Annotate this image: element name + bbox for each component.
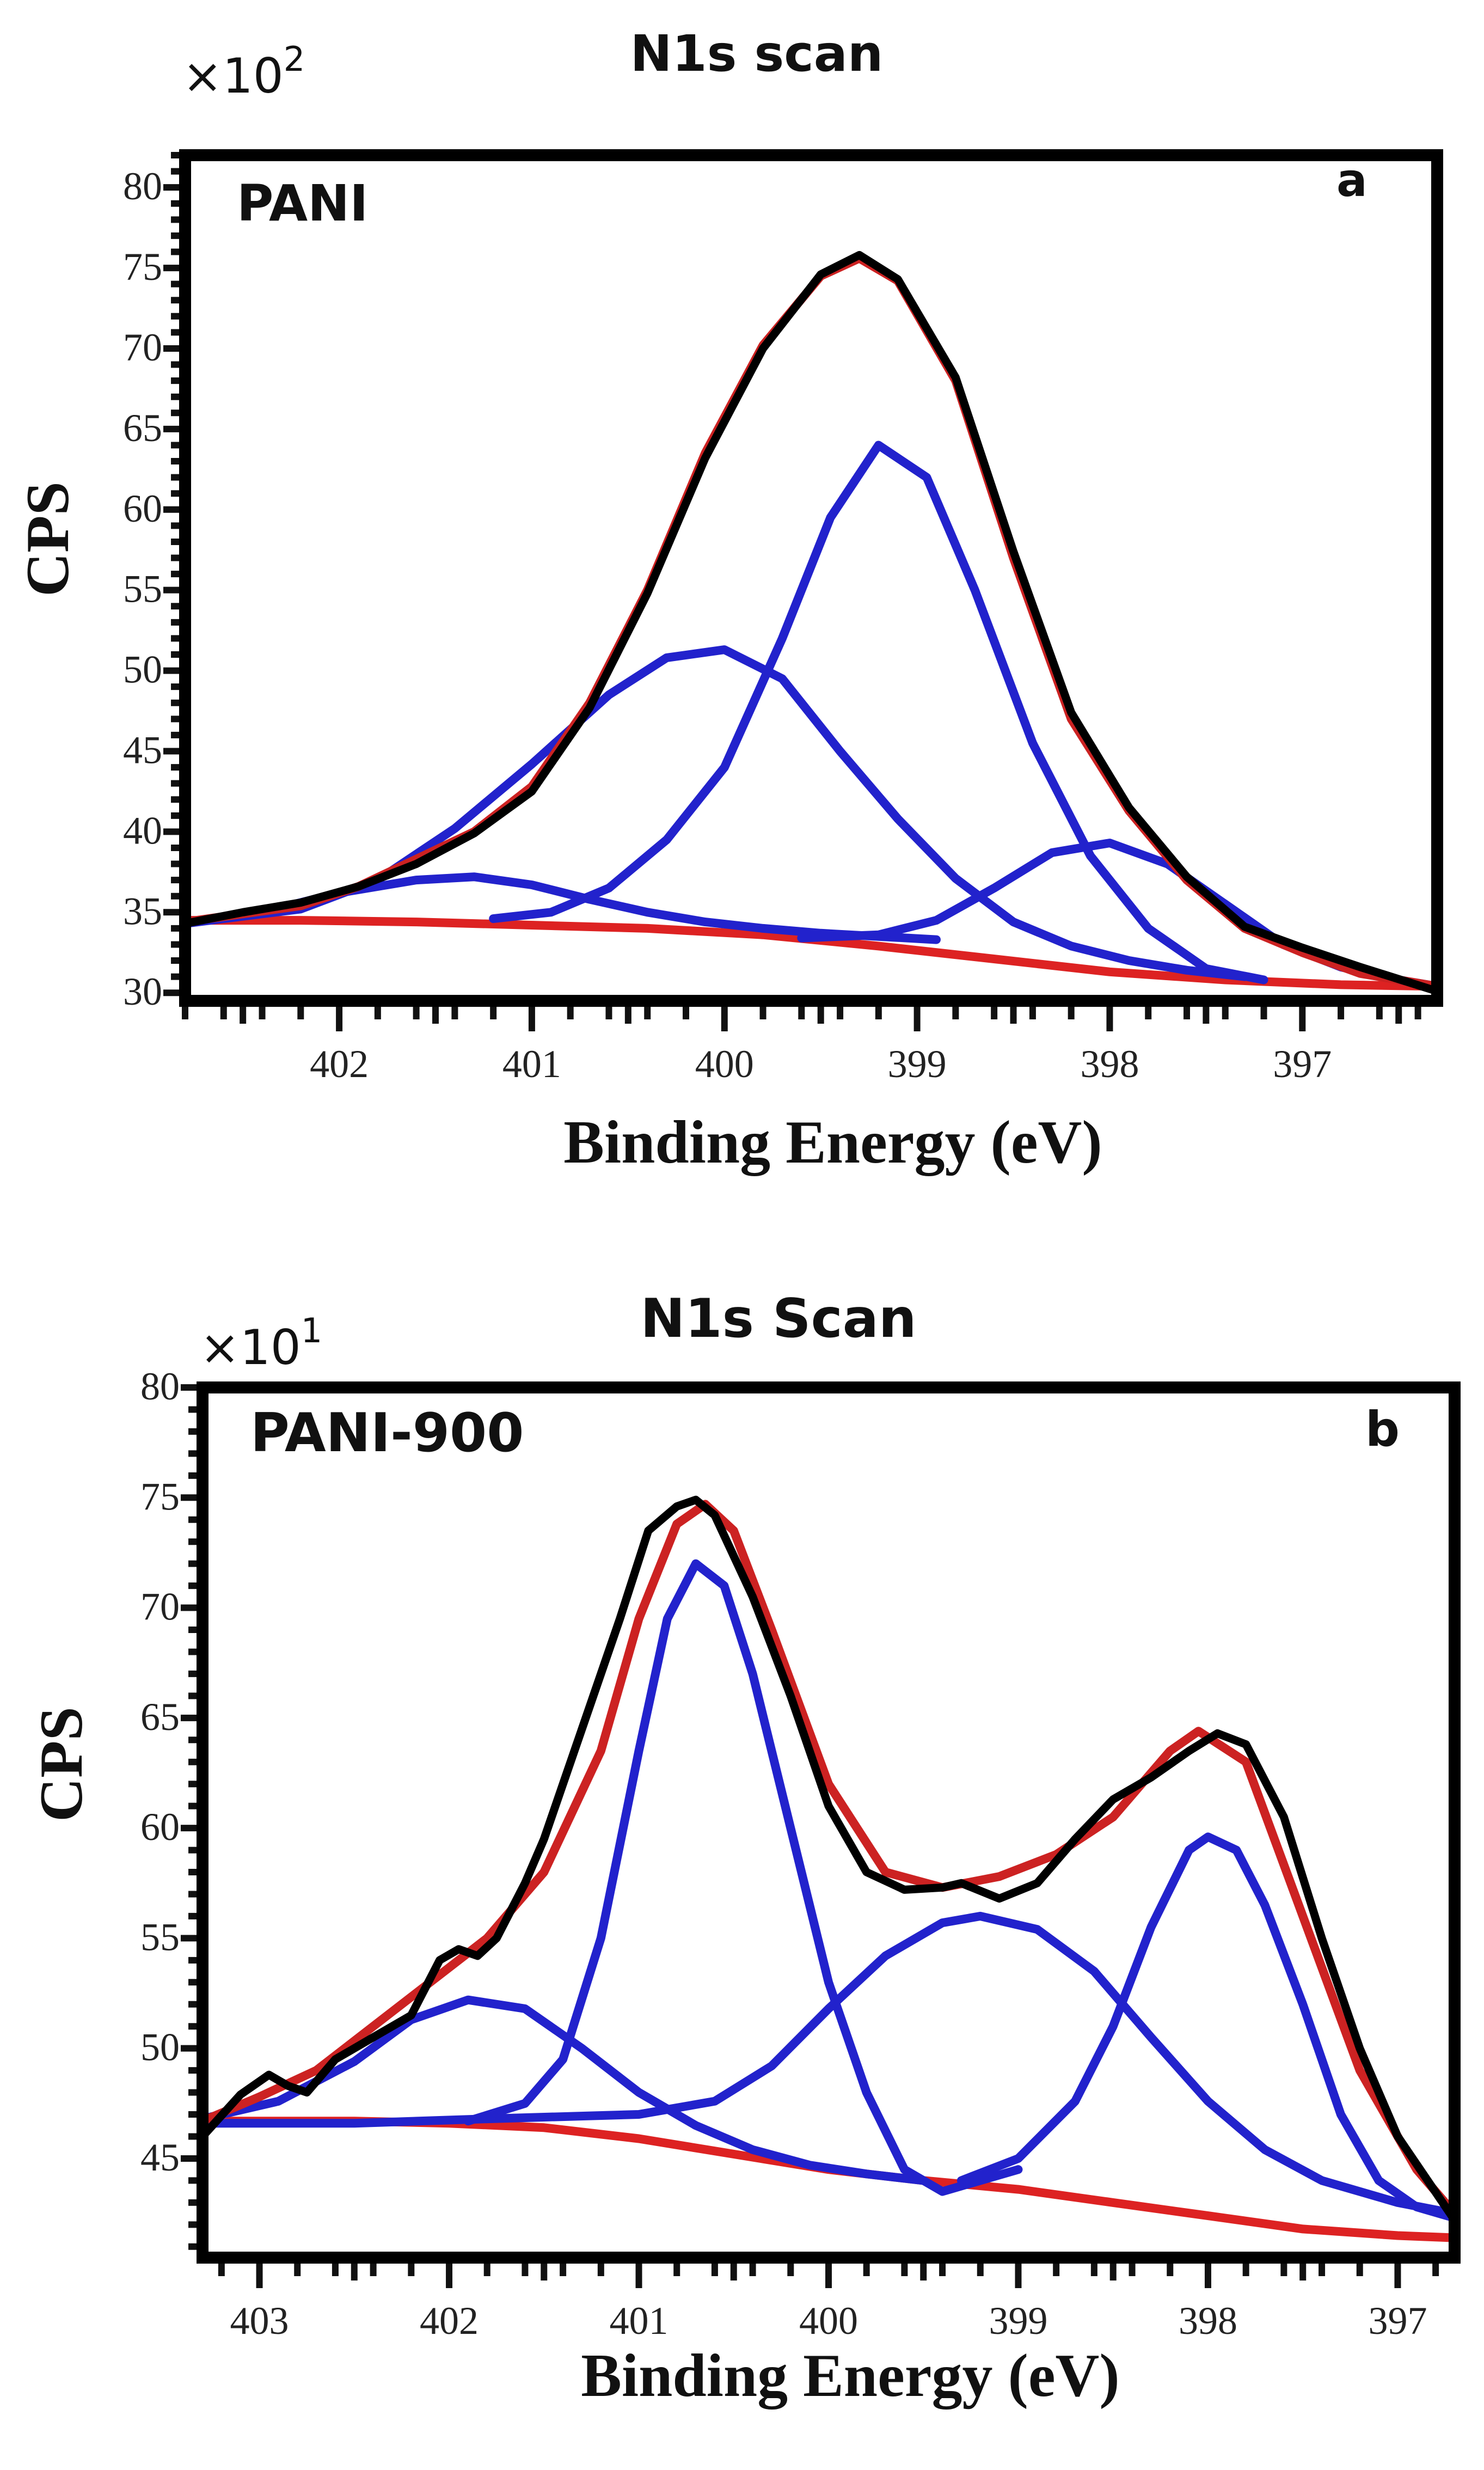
x-tick-label: 397 <box>1368 2299 1427 2343</box>
series-peak-2 <box>463 1559 1023 2196</box>
x-tick-label: 397 <box>1273 1042 1332 1086</box>
y-tick-label: 45 <box>140 2136 180 2179</box>
x-tick-label: 399 <box>989 2299 1047 2343</box>
y-tick-label: 80 <box>140 1365 180 1408</box>
x-axis-label: Binding Energy (eV) <box>563 1109 1102 1176</box>
x-tick-label: 403 <box>230 2299 289 2343</box>
x-tick-label: 400 <box>799 2299 858 2343</box>
y-tick-label: 45 <box>123 728 162 772</box>
x-tick-label: 402 <box>420 2299 479 2343</box>
y-tick-label: 75 <box>123 245 162 289</box>
series-peak-1 <box>203 1995 928 2185</box>
x-tick-label: 400 <box>695 1042 754 1086</box>
y-tick-label: 60 <box>123 487 162 530</box>
y-tick-label: 55 <box>140 1915 180 1959</box>
plot-frame <box>197 1381 1461 2264</box>
chart-title: N1s Scan <box>640 1288 916 1350</box>
x-tick-label: 402 <box>310 1042 369 1086</box>
series-peak-2 <box>185 645 1249 981</box>
y-tick-label: 40 <box>123 809 162 852</box>
series-experimental <box>185 250 1437 995</box>
panel-letter: b <box>1365 1401 1400 1457</box>
x-axis-label: Binding Energy (eV) <box>581 2342 1119 2410</box>
sample-label: PANI-900 <box>250 1402 524 1464</box>
plot-frame <box>179 149 1443 1007</box>
series-peak-3 <box>203 1911 1455 2218</box>
y-tick-label: 30 <box>123 970 162 1013</box>
y-axis-label: CPS <box>28 1707 95 1822</box>
y-tick-label: 55 <box>123 567 162 611</box>
y-tick-label: 65 <box>140 1695 180 1739</box>
y-tick-label: 35 <box>123 889 162 933</box>
y-axis-label: CPS <box>14 481 82 597</box>
plot-area <box>203 1495 1455 2242</box>
x-tick-label: 401 <box>502 1042 561 1086</box>
panel-letter: a <box>1336 154 1368 207</box>
series-experimental <box>203 1495 1455 2224</box>
series-peak-4 <box>956 1832 1455 2223</box>
y-tick-label: 65 <box>123 406 162 450</box>
x-tick-label: 399 <box>888 1042 947 1086</box>
y-tick-label: 60 <box>140 1805 180 1849</box>
y-tick-label: 80 <box>123 164 162 208</box>
y-tick-label: 70 <box>140 1585 180 1629</box>
y-tick-label: 75 <box>140 1475 180 1518</box>
y-multiplier-exponent: 2 <box>284 39 305 79</box>
y-multiplier-exponent: 1 <box>301 1311 322 1350</box>
y-tick-label: 70 <box>123 326 162 369</box>
x-tick-label: 398 <box>1080 1042 1139 1086</box>
sample-label: PANI <box>237 174 368 233</box>
x-tick-label: 401 <box>610 2299 669 2343</box>
y-tick-label: 50 <box>140 2026 180 2069</box>
plot-area <box>185 250 1437 995</box>
y-tick-label: 50 <box>123 648 162 692</box>
chart-title: N1s scan <box>630 25 884 83</box>
x-tick-label: 398 <box>1179 2299 1237 2343</box>
series-peak-3 <box>489 441 1268 985</box>
series-envelope-fit <box>203 1500 1455 2218</box>
